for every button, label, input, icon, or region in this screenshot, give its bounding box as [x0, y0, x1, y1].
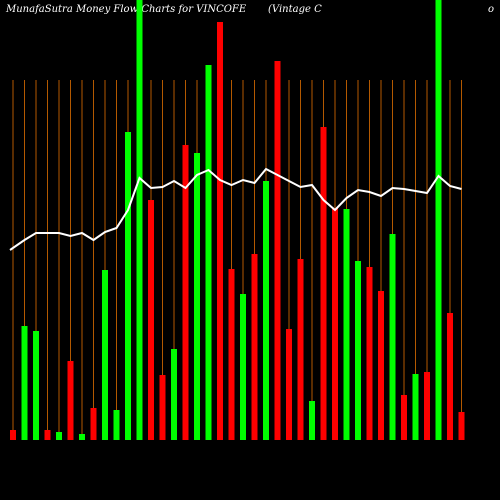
bar	[56, 432, 62, 440]
bar	[148, 200, 154, 440]
bar	[240, 294, 246, 440]
bar	[205, 65, 212, 440]
bar	[217, 22, 223, 440]
bar	[389, 234, 396, 440]
bar	[458, 412, 465, 440]
bar	[378, 291, 384, 440]
bar	[447, 313, 453, 440]
bar	[102, 270, 108, 440]
money-flow-line	[9, 167, 462, 251]
bar	[33, 331, 39, 440]
bar	[44, 430, 51, 440]
bar	[309, 401, 315, 440]
bar	[343, 209, 350, 440]
bar	[67, 361, 74, 440]
corner-text: o	[488, 4, 494, 15]
bar	[10, 430, 16, 440]
bar	[412, 374, 419, 440]
bar	[401, 395, 407, 440]
bar	[332, 208, 338, 440]
bar	[21, 326, 28, 440]
chart-subtitle: (Vintage C	[268, 4, 322, 15]
bar	[90, 408, 97, 440]
bar	[251, 254, 258, 440]
bar	[194, 153, 200, 440]
chart-title: MunafaSutra Money Flow Charts for VINCOF…	[5, 4, 247, 15]
bar	[125, 132, 131, 440]
bar	[286, 329, 292, 440]
bar	[435, 0, 442, 440]
bar	[366, 267, 373, 440]
bar	[159, 375, 166, 440]
bar	[263, 181, 269, 440]
bar	[79, 434, 85, 440]
bar	[424, 372, 430, 440]
bar	[274, 61, 281, 440]
bar	[297, 259, 304, 440]
bar	[320, 127, 327, 440]
bar	[171, 349, 177, 440]
bar	[182, 145, 189, 440]
bar	[136, 0, 143, 440]
bar	[228, 269, 235, 440]
bar	[113, 410, 120, 440]
bar	[355, 261, 361, 440]
